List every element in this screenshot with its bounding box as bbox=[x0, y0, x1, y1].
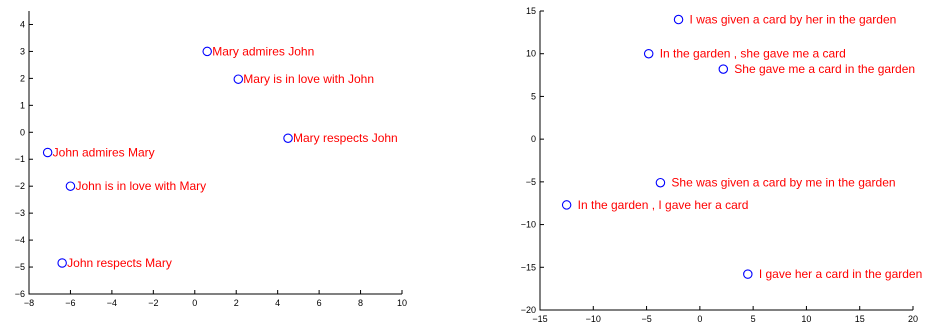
data-point-marker bbox=[655, 177, 666, 188]
x-tick-label: −5 bbox=[641, 314, 651, 324]
data-point-label: She gave me a card in the garden bbox=[734, 62, 915, 76]
data-point-marker bbox=[65, 181, 76, 191]
y-tick-label: −5 bbox=[526, 177, 536, 187]
y-tick-label: 3 bbox=[20, 46, 25, 56]
data-point-marker bbox=[718, 64, 729, 74]
y-tick-label: −3 bbox=[15, 208, 25, 218]
data-point-marker bbox=[57, 258, 67, 268]
y-tick-label: 0 bbox=[531, 134, 536, 144]
data-point-label: John admires Mary bbox=[53, 146, 155, 160]
data-point-marker bbox=[233, 74, 244, 84]
data-point-label: She was given a card by me in the garden bbox=[671, 176, 895, 190]
data-point-label: Mary is in love with John bbox=[243, 72, 374, 86]
x-tick-label: 15 bbox=[855, 314, 865, 324]
data-point-label: I gave her a card in the garden bbox=[759, 267, 922, 281]
data-point-marker bbox=[283, 133, 293, 143]
data-point-label: Mary admires John bbox=[212, 44, 314, 58]
x-tick-label: 5 bbox=[751, 314, 756, 324]
y-tick-label: 1 bbox=[20, 100, 25, 110]
y-tick-label: −1 bbox=[15, 154, 25, 164]
x-tick-label: 0 bbox=[697, 314, 702, 324]
x-tick-label: 0 bbox=[192, 298, 197, 308]
x-tick-label: −4 bbox=[107, 298, 117, 308]
x-tick-label: 2 bbox=[234, 298, 239, 308]
data-point-marker bbox=[202, 46, 212, 57]
data-point-label: In the garden , I gave her a card bbox=[578, 198, 749, 212]
y-tick-label: −10 bbox=[521, 220, 536, 230]
x-tick-label: 20 bbox=[908, 314, 918, 324]
data-point-label: John is in love with Mary bbox=[75, 179, 206, 193]
data-point-marker bbox=[673, 14, 684, 25]
y-tick-label: 10 bbox=[526, 49, 536, 59]
x-tick-label: −8 bbox=[24, 298, 34, 308]
data-point-label: In the garden , she gave me a card bbox=[660, 47, 846, 61]
x-tick-label: 10 bbox=[397, 298, 407, 308]
y-tick-label: 15 bbox=[526, 6, 536, 16]
y-tick-label: −15 bbox=[521, 262, 536, 272]
data-point-marker bbox=[42, 147, 53, 158]
x-tick-label: −10 bbox=[586, 314, 601, 324]
x-tick-label: 6 bbox=[317, 298, 322, 308]
x-tick-label: 8 bbox=[358, 298, 363, 308]
y-tick-label: 5 bbox=[531, 91, 536, 101]
data-point-label: John respects Mary bbox=[67, 256, 172, 270]
x-tick-label: −15 bbox=[532, 314, 547, 324]
y-tick-label: −5 bbox=[15, 262, 25, 272]
x-tick-label: 10 bbox=[801, 314, 811, 324]
y-tick-label: 4 bbox=[20, 19, 25, 29]
x-tick-label: 4 bbox=[275, 298, 280, 308]
x-tick-label: −2 bbox=[148, 298, 158, 308]
y-tick-label: −4 bbox=[15, 235, 25, 245]
data-point-label: Mary respects John bbox=[293, 131, 398, 145]
y-tick-label: −2 bbox=[15, 181, 25, 191]
y-tick-label: −6 bbox=[15, 289, 25, 299]
data-point-marker bbox=[743, 269, 753, 279]
y-tick-label: 0 bbox=[20, 127, 25, 137]
data-point-marker bbox=[561, 200, 572, 210]
y-tick-label: −20 bbox=[521, 305, 536, 315]
data-point-label: I was given a card by her in the garden bbox=[690, 13, 897, 27]
y-tick-label: 2 bbox=[20, 73, 25, 83]
x-tick-label: −6 bbox=[65, 298, 75, 308]
data-point-marker bbox=[643, 48, 654, 59]
